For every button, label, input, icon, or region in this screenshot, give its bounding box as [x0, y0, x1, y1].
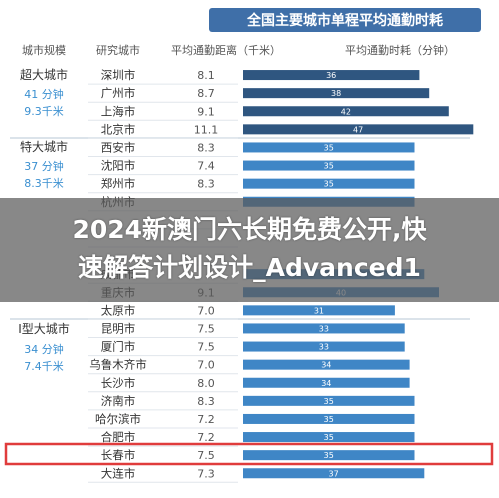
category-label: 沈阳市: [101, 159, 136, 173]
bar: [243, 413, 415, 424]
group-distance: 8.3千米: [24, 177, 64, 190]
bar: [243, 432, 415, 443]
group-mega: 特大城市 37 分钟 8.3千米: [20, 139, 68, 190]
group-name: 超大城市: [20, 67, 68, 82]
distance-label: 8.7: [197, 87, 215, 100]
bar-value-label: 35: [324, 162, 334, 171]
overlay-line-1: 2024新澳门六长期免费公开,快: [72, 215, 427, 244]
bar: [243, 323, 405, 334]
bar-value-label: 42: [341, 107, 351, 116]
distance-label: 7.5: [197, 449, 215, 462]
bar-value-label: 35: [324, 143, 334, 152]
bar-value-label: 35: [324, 433, 334, 442]
distance-label: 9.1: [197, 105, 215, 118]
category-label: 合肥市: [101, 430, 136, 444]
overlay-line-2: 速解答计划设计_Advanced1: [78, 253, 421, 282]
bar-value-label: 35: [324, 415, 334, 424]
header-city: 研究城市: [96, 43, 140, 57]
group-distance: 7.4千米: [24, 360, 64, 373]
category-label: 上海市: [101, 104, 136, 118]
category-label: 昆明市: [101, 321, 136, 335]
bar-value-label: 37: [329, 469, 339, 478]
category-label: 济南市: [101, 394, 136, 408]
category-label: 乌鲁木齐市: [89, 358, 147, 372]
group-name: Ⅰ型大城市: [18, 321, 70, 336]
bar: [243, 106, 449, 117]
bar-value-label: 38: [331, 89, 341, 98]
bar-value-label: 34: [321, 361, 331, 370]
group-time: 37 分钟: [24, 159, 64, 173]
bar: [243, 124, 474, 135]
bar-value-label: 35: [324, 397, 334, 406]
distance-label: 8.3: [197, 178, 215, 191]
distance-label: 7.3: [197, 467, 215, 480]
group-distance: 9.3千米: [24, 105, 64, 118]
header-scale: 城市规模: [22, 43, 66, 57]
bar: [243, 178, 415, 189]
bar: [243, 377, 410, 388]
group-time: 34 分钟: [24, 342, 64, 356]
category-label: 西安市: [101, 140, 136, 154]
group-type1-large: Ⅰ型大城市 34 分钟 7.4千米: [18, 321, 70, 373]
category-label: 哈尔滨市: [95, 412, 141, 426]
bar: [243, 142, 415, 153]
header-time: 平均通勤时耗（分钟）: [345, 43, 455, 57]
bar: [243, 70, 420, 81]
bar: [243, 305, 395, 316]
bar-value-label: 35: [324, 180, 334, 189]
distance-label: 7.0: [197, 304, 215, 317]
category-label: 广州市: [101, 86, 136, 100]
distance-label: 7.5: [197, 322, 215, 335]
bar: [243, 341, 405, 352]
bar-value-label: 33: [319, 324, 329, 333]
bar-value-label: 34: [321, 379, 331, 388]
category-label: 太原市: [101, 303, 136, 317]
group-name: 特大城市: [20, 139, 68, 154]
distance-label: 8.0: [197, 377, 215, 390]
chart-title-bg: [209, 8, 481, 32]
category-label: 大连市: [101, 466, 136, 480]
category-label: 长春市: [101, 448, 136, 462]
bar-value-label: 31: [314, 306, 324, 315]
bar-value-label: 36: [326, 71, 336, 80]
category-label: 北京市: [101, 122, 136, 136]
distance-label: 8.3: [197, 141, 215, 154]
distance-label: 8.1: [197, 69, 215, 82]
bar: [243, 395, 415, 406]
group-super-large: 超大城市 41 分钟 9.3千米: [20, 67, 68, 118]
distance-label: 7.5: [197, 341, 215, 354]
bar: [243, 359, 410, 370]
distance-label: 7.0: [197, 359, 215, 372]
bar: [243, 450, 415, 461]
overlay-banner: [0, 198, 499, 302]
bar: [243, 88, 430, 99]
header-distance: 平均通勤距离（千米）: [171, 43, 281, 57]
highlight-box: [4, 442, 494, 466]
group-time: 41 分钟: [24, 87, 64, 101]
bar: [243, 160, 415, 171]
distance-label: 7.2: [197, 431, 215, 444]
category-label: 深圳市: [101, 68, 136, 82]
bar-value-label: 47: [353, 125, 363, 134]
chart-title: 全国主要城市单程平均通勤时耗: [246, 12, 443, 29]
bar-value-label: 35: [324, 451, 334, 460]
bar: [243, 468, 425, 479]
distance-label: 11.1: [194, 123, 219, 136]
distance-label: 8.3: [197, 395, 215, 408]
bar-value-label: 33: [319, 343, 329, 352]
distance-label: 7.2: [197, 413, 215, 426]
category-label: 厦门市: [101, 340, 136, 354]
distance-label: 7.4: [197, 160, 215, 173]
category-label: 郑州市: [101, 177, 136, 191]
category-label: 长沙市: [101, 376, 136, 390]
